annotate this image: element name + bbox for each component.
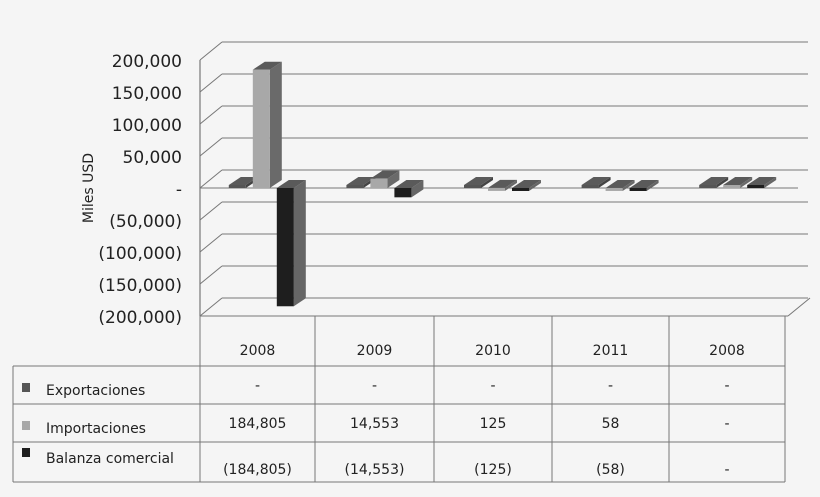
data-table-cell: 125 xyxy=(480,416,507,432)
bar-side xyxy=(740,177,753,188)
y-tick-label: (150,000) xyxy=(98,276,182,296)
bar-top xyxy=(488,179,517,188)
legend-label: Exportaciones xyxy=(46,383,145,399)
bar-balanza-comercial xyxy=(512,188,529,191)
bar-side xyxy=(622,179,635,191)
data-table-cell: - xyxy=(255,378,260,394)
y-tick-label: 50,000 xyxy=(123,148,182,168)
x-category-label: 2008 xyxy=(240,343,276,359)
floor-edge xyxy=(787,297,811,317)
bar-top xyxy=(723,177,753,185)
side-gridline xyxy=(199,297,223,317)
bar-top xyxy=(605,179,635,188)
bar-importaciones xyxy=(723,185,741,188)
y-tick-label: 200,000 xyxy=(112,52,182,72)
bar-side xyxy=(716,177,729,188)
legend-key xyxy=(22,448,30,457)
bar-top xyxy=(346,177,376,185)
data-table-cell: - xyxy=(372,378,377,394)
bar-side xyxy=(387,170,400,188)
bar-top xyxy=(370,170,400,179)
data-table-cell: - xyxy=(724,378,729,394)
bar-exportaciones xyxy=(228,185,246,188)
bar-balanza-comercial xyxy=(747,185,765,188)
y-tick-label: (200,000) xyxy=(98,308,182,328)
legend-label: Importaciones xyxy=(46,421,146,437)
bar-top xyxy=(512,180,541,188)
bar-side xyxy=(505,179,517,191)
bar-exportaciones xyxy=(699,185,717,188)
data-table-cell: (14,553) xyxy=(345,462,405,478)
data-table-cell: 58 xyxy=(602,416,620,432)
y-axis-title: Miles USD xyxy=(81,153,97,223)
side-gridline xyxy=(199,105,223,125)
data-table-cell: - xyxy=(724,462,729,478)
data-table-cell: 184,805 xyxy=(229,416,287,432)
y-tick-label: 150,000 xyxy=(112,84,182,104)
bar-top xyxy=(747,177,777,185)
data-table-cell: 14,553 xyxy=(350,416,399,432)
bar-top xyxy=(464,177,493,185)
data-table-cell: (125) xyxy=(474,462,512,478)
y-tick-label: (50,000) xyxy=(109,212,182,232)
side-gridline xyxy=(199,41,223,61)
bar-importaciones xyxy=(252,69,270,188)
y-tick-label: (100,000) xyxy=(98,244,182,264)
bar-top xyxy=(276,180,306,188)
y-tick-label: - xyxy=(176,180,182,200)
bar-side xyxy=(529,180,541,191)
x-category-label: 2008 xyxy=(709,343,745,359)
bar-side xyxy=(598,177,611,188)
bar-top xyxy=(252,61,282,70)
side-gridline xyxy=(199,169,223,189)
bar-side xyxy=(764,177,777,188)
bar-side xyxy=(293,180,306,307)
legend-key xyxy=(22,383,30,392)
data-table-cell: (184,805) xyxy=(223,462,292,478)
side-gridline xyxy=(199,137,223,157)
bar-importaciones xyxy=(605,187,623,191)
bar-side xyxy=(481,177,493,188)
x-category-label: 2010 xyxy=(475,343,511,359)
y-tick-label: 100,000 xyxy=(112,116,182,136)
bar-balanza-comercial xyxy=(629,188,647,191)
bar-exportaciones xyxy=(464,185,481,188)
bar-importaciones xyxy=(488,187,505,191)
side-gridline xyxy=(199,73,223,93)
legend-label: Balanza comercial xyxy=(46,451,174,467)
legend-key xyxy=(22,421,30,430)
bar-side xyxy=(269,61,282,188)
data-table-cell: - xyxy=(490,378,495,394)
bar-top xyxy=(581,177,611,185)
x-category-label: 2009 xyxy=(357,343,393,359)
bar-importaciones xyxy=(370,178,388,188)
bar-top xyxy=(699,177,729,185)
bar-top xyxy=(629,180,659,188)
side-gridline xyxy=(199,265,223,285)
data-table-cell: - xyxy=(608,378,613,394)
bar-balanza-comercial xyxy=(276,188,294,307)
x-category-label: 2011 xyxy=(593,343,629,359)
bar-balanza-comercial xyxy=(394,188,412,198)
bar-top xyxy=(228,177,258,185)
data-table-cell: - xyxy=(724,416,729,432)
bar-exportaciones xyxy=(346,185,364,188)
bar-side xyxy=(411,180,424,198)
side-gridline xyxy=(199,201,223,221)
bar-side xyxy=(646,180,659,191)
bar-top xyxy=(394,180,424,188)
bar-exportaciones xyxy=(581,185,599,188)
side-gridline xyxy=(199,233,223,253)
data-table-cell: (58) xyxy=(596,462,625,478)
